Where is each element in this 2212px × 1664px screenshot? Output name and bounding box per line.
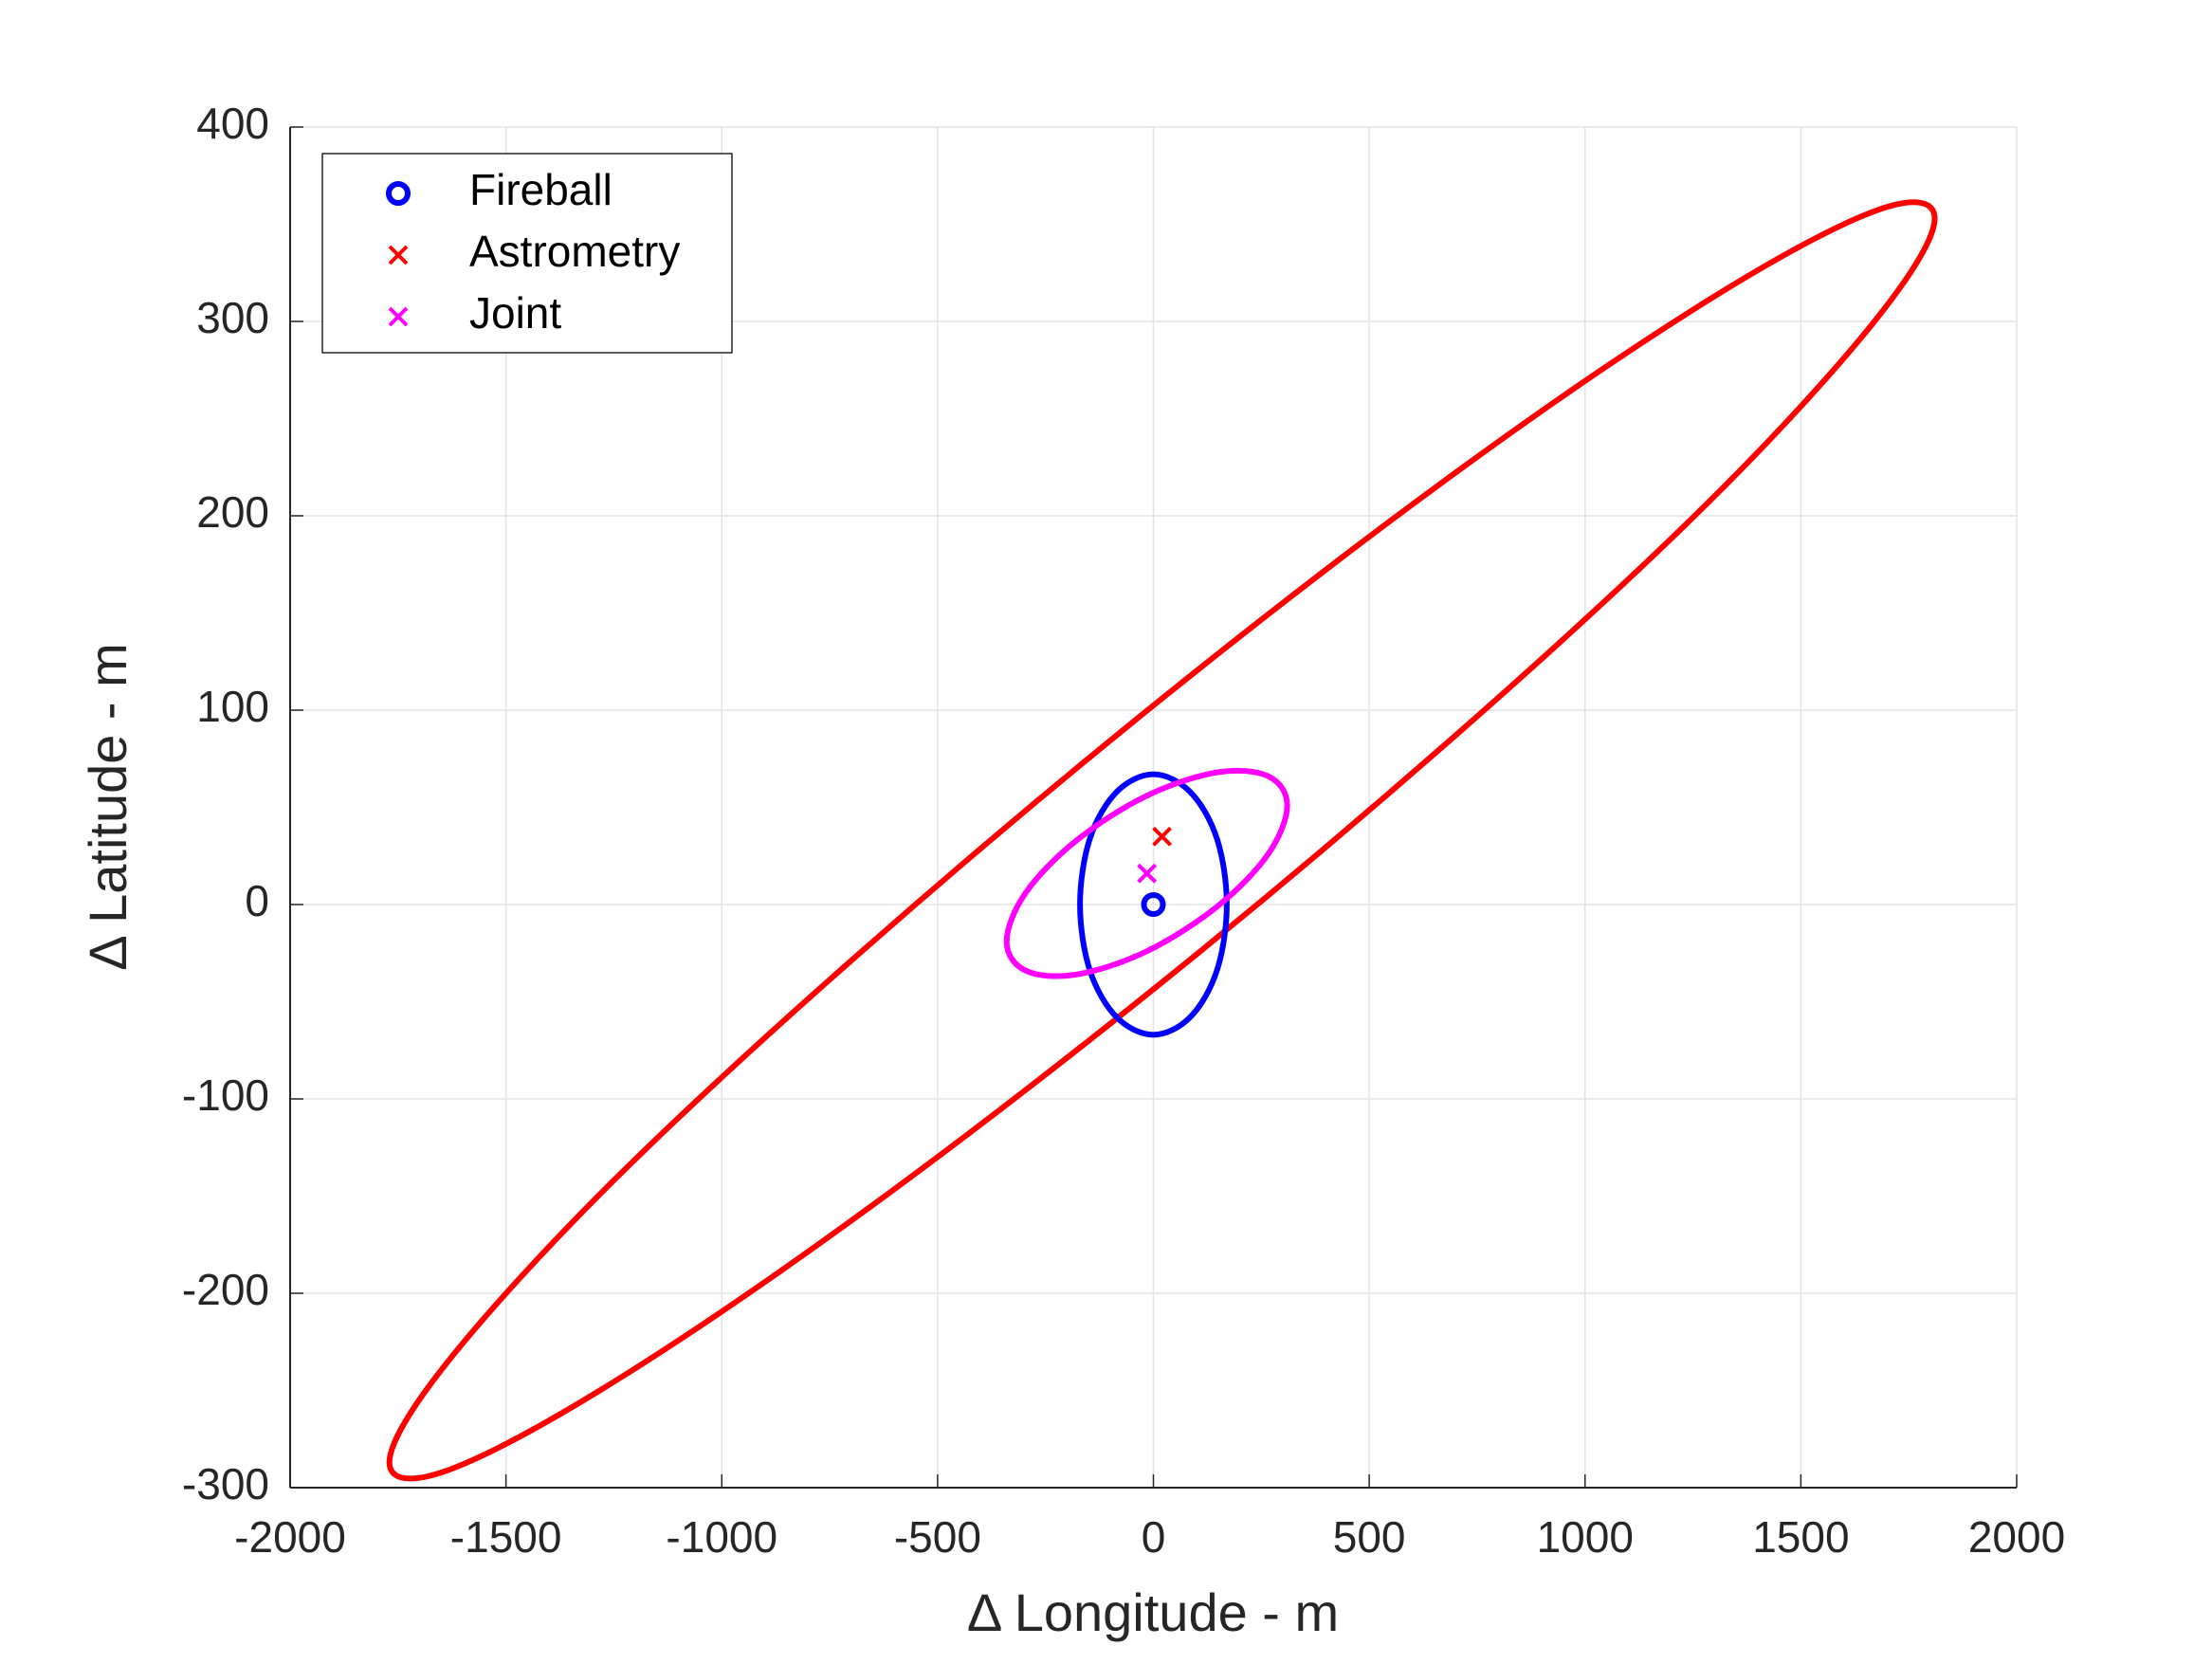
legend-marker: [388, 245, 409, 265]
legend-box: [321, 153, 733, 354]
x-tick-label: 500: [1333, 1512, 1406, 1562]
ellipse: [1003, 767, 1290, 979]
x-axis-label: Δ Longitude - m: [967, 1582, 1339, 1642]
y-tick-label: 300: [196, 293, 269, 342]
marker: [1137, 863, 1158, 884]
y-tick-label: -100: [182, 1070, 269, 1120]
x-tick-label: 1500: [1752, 1512, 1849, 1562]
legend-label: Astrometry: [469, 227, 680, 276]
legend-marker: [386, 181, 411, 206]
x-tick-label: -500: [894, 1512, 981, 1562]
y-tick-label: 0: [245, 876, 269, 925]
x-tick-label: 1000: [1537, 1512, 1634, 1562]
y-tick-label: 100: [196, 682, 269, 731]
x-tick-label: 0: [1142, 1512, 1166, 1562]
legend-label: Joint: [469, 288, 561, 338]
x-tick-label: -2000: [234, 1512, 346, 1562]
marker: [1152, 826, 1173, 847]
y-tick-label: -200: [182, 1265, 269, 1314]
x-tick-label: -1500: [450, 1512, 562, 1562]
y-tick-label: -300: [182, 1459, 269, 1509]
y-axis-label: Δ Latitude - m: [78, 643, 137, 971]
x-tick-label: -1000: [666, 1512, 777, 1562]
marker: [1141, 892, 1166, 917]
ellipse: [386, 199, 1938, 1482]
legend-marker: [388, 306, 409, 327]
y-tick-label: 200: [196, 487, 269, 537]
x-tick-label: 2000: [1968, 1512, 2065, 1562]
y-tick-label: 400: [196, 99, 269, 148]
legend-label: Fireball: [469, 165, 612, 214]
ellipse: [1077, 771, 1230, 1038]
